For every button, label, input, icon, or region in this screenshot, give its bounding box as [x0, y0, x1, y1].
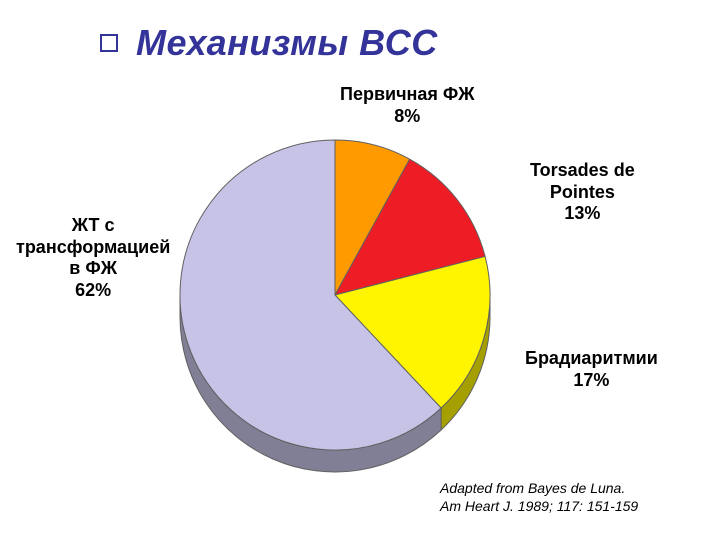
pie-slice-label: Первичная ФЖ 8% [340, 84, 475, 127]
pie-slice-label: ЖТ с трансформацией в ФЖ 62% [16, 215, 170, 301]
citation: Adapted from Bayes de Luna. Am Heart J. … [440, 480, 638, 515]
pie-slice-label: Torsades de Pointes 13% [530, 160, 635, 225]
pie-slice-label: Брадиаритмии 17% [525, 348, 658, 391]
